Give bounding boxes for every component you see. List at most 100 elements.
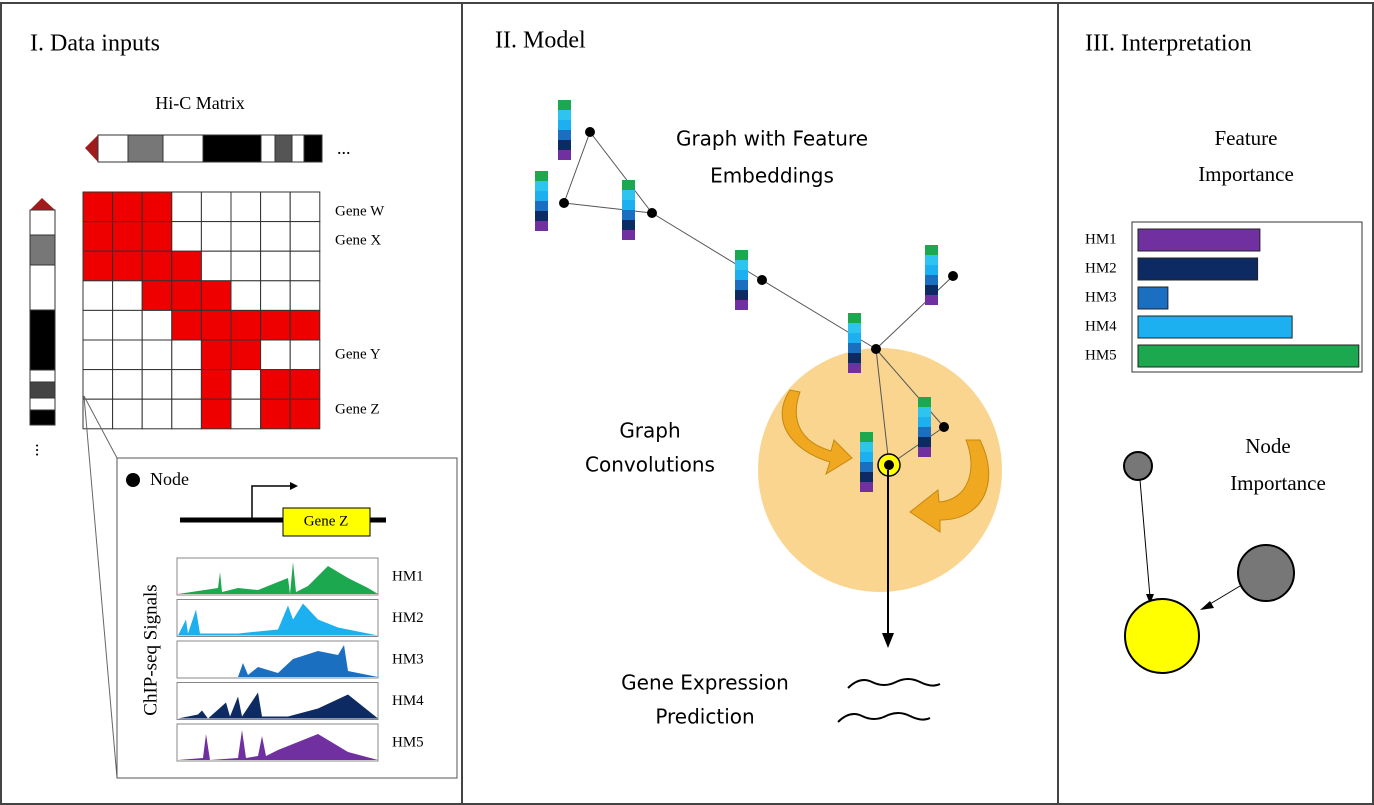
cell [290,370,320,400]
cell [142,222,172,252]
cell [113,192,143,222]
panel-title: III. Interpretation [1085,31,1252,57]
embedding [918,397,931,407]
cell [172,340,202,370]
node [948,271,958,281]
cell [83,370,113,400]
embedding [622,180,635,190]
embedding [558,150,571,160]
node [1238,545,1294,601]
band [30,398,55,410]
embedding [925,255,938,265]
track-label: HM4 [392,693,424,709]
embedding [735,250,748,260]
embedding [918,437,931,447]
embedding [735,280,748,290]
node [884,460,894,470]
cell [231,192,261,222]
label: Convolutions [585,453,715,477]
cell [142,310,172,340]
embedding [848,363,861,373]
embedding [848,313,861,323]
cell [231,399,261,429]
cell [290,399,320,429]
cell [142,192,172,222]
label: Importance [1230,471,1326,495]
chromosome-tip [30,198,55,210]
edge [590,132,652,213]
bar-label: HM3 [1085,289,1117,305]
bar-label: HM2 [1085,260,1117,276]
cell [172,370,202,400]
band [30,265,55,310]
embedding [535,201,548,211]
cell [172,222,202,252]
label: Graph [619,419,680,443]
node [757,275,767,285]
embedding [860,482,873,492]
embedding [622,230,635,240]
cell [172,310,202,340]
cell [113,222,143,252]
band [163,135,203,162]
track-label: HM1 [392,568,424,584]
track-label: HM5 [392,734,424,750]
cell [113,370,143,400]
embedding [558,110,571,120]
cell [261,370,291,400]
cell [83,281,113,311]
cell [261,399,291,429]
embedding [848,343,861,353]
embedding [925,265,938,275]
band [30,235,55,265]
embedding [925,295,938,305]
cell [113,340,143,370]
cell [113,281,143,311]
gene-label: Gene Z [335,401,380,417]
label: Gene Expression [621,671,789,695]
bar [1138,345,1359,367]
cell [290,310,320,340]
zoom-line [84,396,117,778]
cell [142,340,172,370]
cell [261,281,291,311]
cell [83,340,113,370]
bar [1138,229,1260,251]
embedding [860,442,873,452]
label: Prediction [655,705,754,729]
embedding [558,140,571,150]
band [30,210,55,235]
rna [838,713,930,722]
embedding [848,323,861,333]
cell [290,222,320,252]
cell [201,251,231,281]
embedding [860,462,873,472]
cell [142,370,172,400]
bar [1138,316,1292,338]
embedding [535,171,548,181]
node [585,127,595,137]
cell [290,192,320,222]
embedding [535,191,548,201]
embedding [558,120,571,130]
arrow [882,633,894,648]
cell [172,399,202,429]
embedding [735,260,748,270]
cell [172,281,202,311]
cell [231,310,261,340]
cell [113,251,143,281]
cell [83,399,113,429]
gene-label: Gene Y [335,346,381,362]
cell [231,281,261,311]
cell [142,251,172,281]
embedding [622,200,635,210]
cell [261,222,291,252]
band [275,135,292,162]
cell [231,340,261,370]
embedding [535,221,548,231]
cell [172,192,202,222]
embedding [860,432,873,442]
cell [231,370,261,400]
bar [1138,287,1168,309]
cell [83,192,113,222]
